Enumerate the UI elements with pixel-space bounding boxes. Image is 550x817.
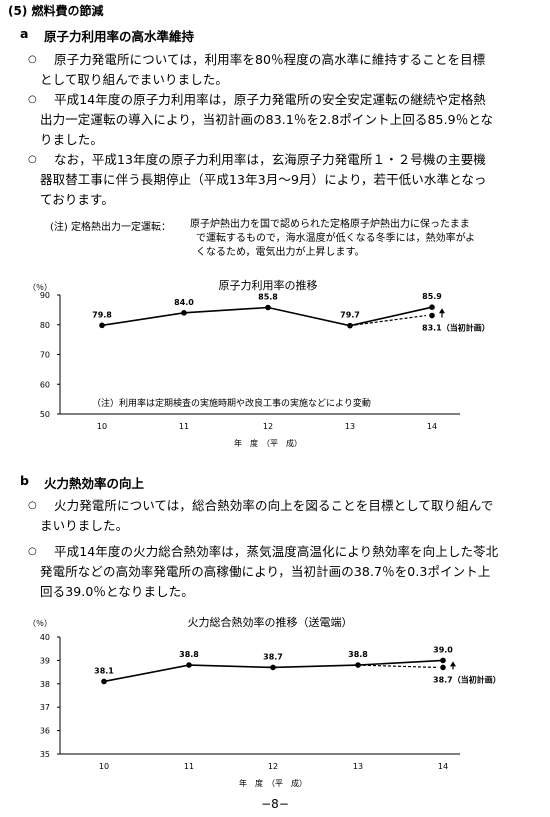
plan-line [357, 664, 438, 669]
data-label: 85.8 [258, 292, 278, 301]
x-axis-label: 年 度 （平 成） [239, 778, 307, 788]
bullet-icon: ○ [28, 500, 37, 511]
data-point [429, 304, 435, 310]
x-tick-label: 11 [184, 762, 194, 771]
y-tick-label: 35 [40, 750, 50, 759]
x-tick-label: 11 [179, 422, 189, 431]
chart-annotation: （注）利用率は定期検査の実施時期や改良工事の実施などにより変動 [92, 397, 371, 409]
data-label: 84.0 [174, 298, 194, 307]
y-tick-label: 70 [40, 351, 50, 360]
data-point [440, 657, 446, 664]
plan-label: 83.1（当初計画） [422, 323, 490, 333]
bullet-icon: ○ [28, 154, 37, 165]
x-tick-label: 14 [427, 422, 437, 431]
increase-arrow-head [439, 308, 445, 314]
y-tick-label: 80 [40, 321, 50, 330]
data-point [99, 322, 105, 329]
paragraph-a2: 平成14年度の原子力利用率は，原子力発電所の安全安定運転の継続や定格熱 出力一定… [40, 92, 494, 147]
data-point [355, 662, 361, 668]
chart-title: 原子力利用率の推移 [219, 278, 318, 292]
paragraph-a1: 原子力発電所については，利用率を80％程度の高水準に維持することを目標 として取… [40, 52, 486, 87]
nuclear-utilization-chart: 90 80 70 60 50 10 11 12 13 14 （％） 年 度 （平 成） 原子力利用率の推… [28, 278, 490, 448]
y-tick-label: 40 [40, 633, 50, 642]
note-label: (注) 定格熱出力一定運転： [50, 222, 171, 233]
data-point [265, 304, 271, 311]
y-axis-label: （％） [28, 283, 52, 292]
page-number: −8− [261, 797, 289, 811]
data-label: 38.8 [179, 650, 199, 659]
x-tick-label: 13 [353, 762, 363, 771]
data-label: 38.8 [348, 650, 368, 659]
data-point [347, 322, 353, 329]
bullet-icon: ○ [28, 546, 37, 557]
plan-line [349, 314, 427, 327]
y-tick-label: 37 [40, 703, 50, 712]
plan-label: 38.7（当初計画） [433, 674, 501, 684]
bullet-icon: ○ [28, 54, 37, 65]
plan-point [440, 664, 446, 671]
subsection-b-marker: b [20, 473, 29, 488]
note-text: 原子炉熱出力を国で認められた定格原子炉熱出力に保ったまま で運転するもので，海水… [190, 219, 476, 258]
data-label: 79.8 [92, 310, 112, 319]
bullet-icon: ○ [28, 94, 37, 105]
paragraph-b2: 平成14年度の火力総合熱効率は，蒸気温度高温化により熱効率を向上した苓北 発電所… [40, 544, 499, 599]
x-tick-label: 12 [268, 762, 278, 771]
increase-arrow-head [450, 661, 456, 667]
y-tick-label: 60 [40, 380, 50, 389]
chart-title: 火力総合熱効率の推移（送電端） [188, 615, 353, 629]
subsection-a-marker: a [20, 26, 29, 41]
y-axis-label: （％） [28, 619, 52, 628]
x-axis-label: 年 度 （平 成） [234, 438, 302, 448]
x-tick-label: 10 [99, 762, 109, 771]
x-tick-label: 10 [97, 422, 107, 431]
plan-point [429, 312, 435, 319]
data-point [270, 664, 276, 671]
y-tick-label: 36 [40, 727, 50, 736]
thermal-efficiency-chart: 40 39 38 37 36 35 10 11 12 13 14 （％） 年 度 （平 成） 火力総合熱効… [28, 615, 501, 788]
data-label: 38.7 [263, 652, 283, 661]
subsection-a-title: 原子力利用率の高水準維持 [44, 29, 195, 44]
y-tick-label: 50 [40, 410, 50, 419]
x-tick-label: 13 [345, 422, 355, 431]
y-tick-label: 39 [40, 656, 50, 665]
x-tick-label: 14 [438, 762, 448, 771]
data-label: 38.1 [94, 666, 114, 675]
series-line [103, 659, 444, 683]
data-label: 85.9 [422, 292, 442, 301]
y-tick-label: 90 [40, 291, 50, 300]
x-tick-label: 12 [263, 422, 273, 431]
data-point [186, 662, 192, 668]
paragraph-a3: なお，平成13年度の原子力利用率は，玄海原子力発電所１・２号機の主要機 器取替工… [40, 152, 487, 207]
data-point [101, 678, 107, 685]
data-point [181, 310, 187, 316]
data-label: 79.7 [340, 311, 360, 320]
subsection-b-title: 火力熱効率の向上 [44, 476, 145, 491]
paragraph-b1: 火力発電所については，総合熱効率の向上を図ることを目標として取り組んで まいりま… [40, 498, 494, 533]
section-heading: (5) 燃料費の節減 [8, 4, 104, 18]
y-tick-label: 38 [40, 680, 50, 689]
data-label: 39.0 [433, 645, 453, 654]
